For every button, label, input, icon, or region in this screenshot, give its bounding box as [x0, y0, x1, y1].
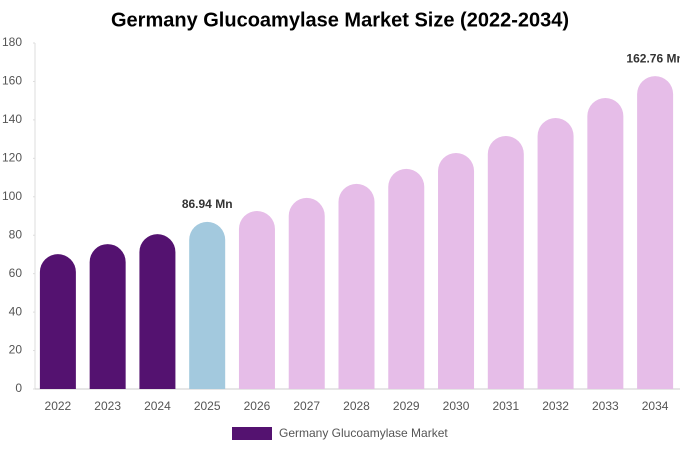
x-tick-label: 2030: [443, 399, 470, 413]
x-tick-label: 2029: [393, 399, 420, 413]
x-tick-label: 2028: [343, 399, 370, 413]
x-tick-label: 2027: [293, 399, 320, 413]
value-label: 86.94 Mn: [182, 197, 233, 211]
x-tick-label: 2023: [94, 399, 121, 413]
value-label: 162.76 Mn: [626, 51, 680, 65]
bar: [637, 76, 674, 390]
bar: [189, 221, 226, 389]
bar: [139, 234, 176, 389]
y-tick-label: 80: [9, 227, 23, 241]
x-tick-label: 2032: [542, 399, 569, 413]
bar: [89, 244, 126, 389]
bar: [388, 168, 425, 389]
y-tick-label: 160: [2, 74, 22, 88]
y-tick-label: 60: [9, 266, 23, 280]
x-tick-label: 2022: [45, 399, 72, 413]
bar: [587, 97, 624, 389]
y-tick-label: 0: [15, 381, 22, 395]
x-tick-label: 2034: [642, 399, 669, 413]
x-tick-label: 2033: [592, 399, 619, 413]
bar: [39, 254, 76, 389]
bar: [338, 183, 375, 389]
y-tick-label: 180: [2, 35, 22, 49]
x-tick-label: 2026: [244, 399, 271, 413]
y-tick-label: 120: [2, 151, 22, 165]
x-tick-label: 2025: [194, 399, 221, 413]
x-tick-label: 2024: [144, 399, 171, 413]
y-tick-label: 140: [2, 112, 22, 126]
bar: [438, 152, 475, 389]
x-tick-label: 2031: [492, 399, 519, 413]
y-tick-label: 100: [2, 189, 22, 203]
bar: [288, 197, 325, 389]
bar: [487, 136, 524, 389]
chart-title: Germany Glucoamylase Market Size (2022-2…: [111, 9, 569, 31]
bar: [537, 117, 574, 389]
legend-swatch: [232, 427, 272, 440]
legend-label: Germany Glucoamylase Market: [279, 426, 448, 440]
y-tick-label: 40: [9, 304, 23, 318]
bar: [238, 211, 275, 389]
y-tick-label: 20: [9, 343, 23, 357]
